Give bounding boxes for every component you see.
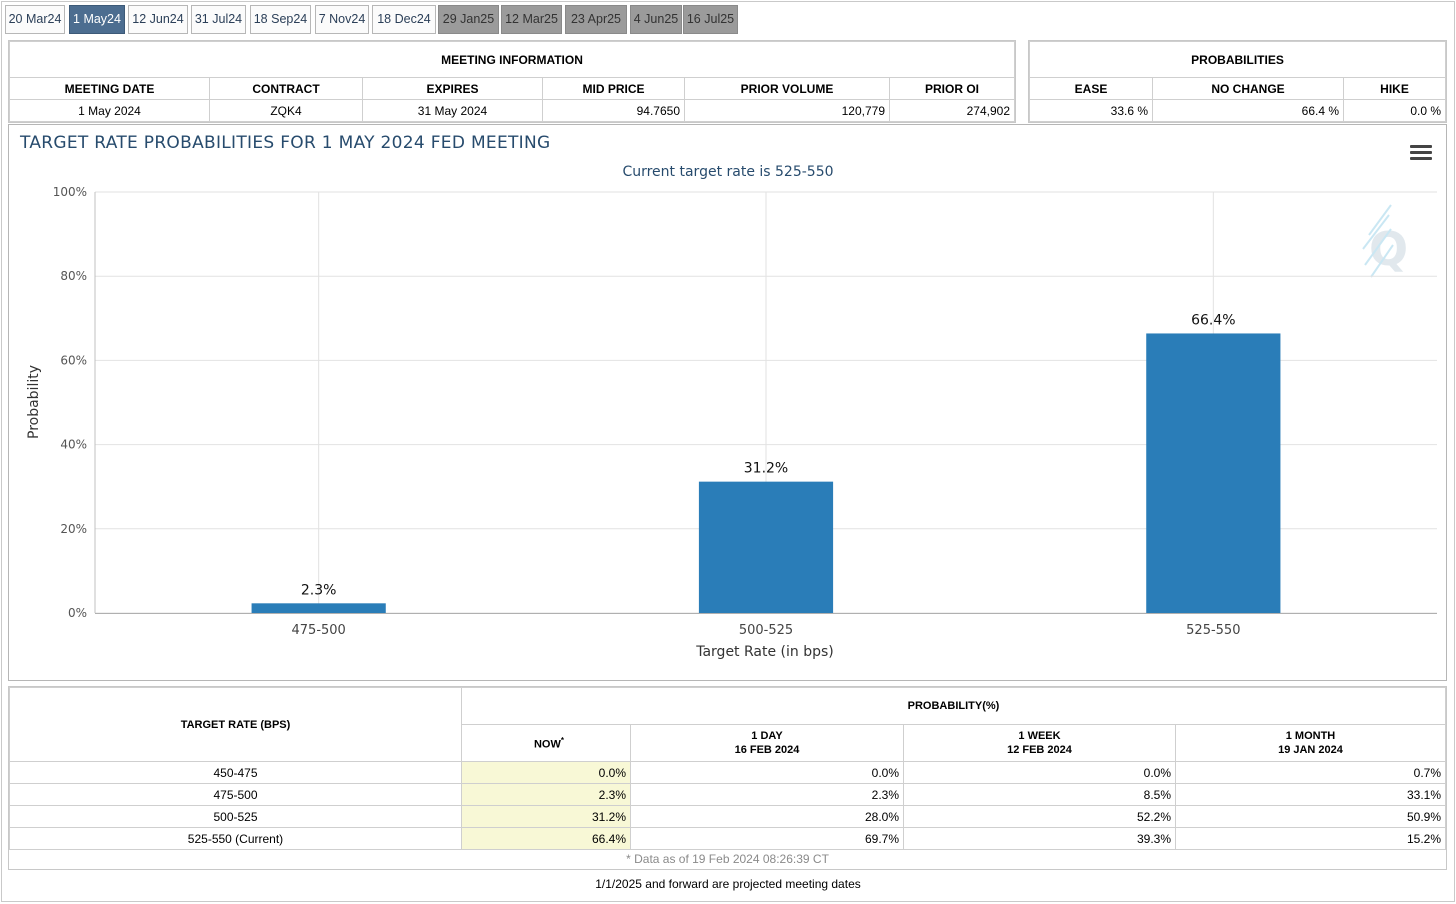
probabilities-title: PROBABILITIES xyxy=(1029,41,1446,78)
meeting-info-panel: MEETING INFORMATION MEETING DATE CONTRAC… xyxy=(8,40,1016,123)
tab-meeting-2[interactable]: 1 May24 xyxy=(69,5,125,34)
one-week-cell: 8.5% xyxy=(903,783,1176,806)
y-tick-label: 20% xyxy=(60,522,87,536)
contract-value: ZQK4 xyxy=(209,99,363,122)
one-day-cell: 69.7% xyxy=(630,827,904,850)
tab-meeting-1[interactable]: 20 Mar24 xyxy=(5,5,65,34)
header-target-rate: TARGET RATE (BPS) xyxy=(9,687,462,762)
data-timestamp-note: * Data as of 19 Feb 2024 08:26:39 CT xyxy=(626,852,829,866)
rate-cell: 450-475 xyxy=(9,761,462,784)
header-prior-oi: PRIOR OI xyxy=(889,77,1015,100)
header-no-change: NO CHANGE xyxy=(1152,77,1344,100)
header-meeting-date: MEETING DATE xyxy=(9,77,210,100)
chart-title: TARGET RATE PROBABILITIES FOR 1 MAY 2024… xyxy=(20,133,551,153)
tab-meeting-4[interactable]: 31 Jul24 xyxy=(191,5,246,34)
header-hike: HIKE xyxy=(1343,77,1446,100)
tab-meeting-10[interactable]: 23 Apr25 xyxy=(565,5,627,34)
bar-series: 2.3% 31.2% 66.4% xyxy=(251,312,1281,613)
header-1-week: 1 WEEK 12 FEB 2024 xyxy=(903,724,1176,762)
one-month-cell: 15.2% xyxy=(1175,827,1446,850)
header-now: NOW* xyxy=(461,724,631,762)
chart-menu-icon[interactable] xyxy=(1410,145,1432,163)
tab-meeting-5[interactable]: 18 Sep24 xyxy=(250,5,311,34)
header-1-month: 1 MONTH 19 JAN 2024 xyxy=(1175,724,1446,762)
y-axis: 0% 20% 40% 60% 80% 100% xyxy=(53,185,96,620)
tab-meeting-12[interactable]: 16 Jul25 xyxy=(683,5,738,34)
tab-meeting-8[interactable]: 29 Jan25 xyxy=(438,5,499,34)
y-tick-label: 60% xyxy=(60,353,87,367)
rate-cell: 500-525 xyxy=(9,805,462,828)
ease-value: 33.6 % xyxy=(1029,99,1153,122)
header-1-day: 1 DAY 16 FEB 2024 xyxy=(630,724,904,762)
header-ease: EASE xyxy=(1029,77,1153,100)
tab-meeting-6[interactable]: 7 Nov24 xyxy=(315,5,369,34)
header-mid-price: MID PRICE xyxy=(542,77,685,100)
rate-cell: 475-500 xyxy=(9,783,462,806)
x-tick-label: 525-550 xyxy=(1186,623,1240,638)
bar-500-525[interactable] xyxy=(698,481,834,613)
probability-table-panel: TARGET RATE (BPS) PROBABILITY(%) NOW* 1 … xyxy=(8,686,1447,870)
one-month-cell: 0.7% xyxy=(1175,761,1446,784)
hike-value: 0.0 % xyxy=(1343,99,1446,122)
header-expires: EXPIRES xyxy=(362,77,543,100)
bar-525-550[interactable] xyxy=(1146,333,1281,613)
meeting-info-title: MEETING INFORMATION xyxy=(9,41,1015,78)
one-day-cell: 0.0% xyxy=(630,761,904,784)
rate-cell: 525-550 (Current) xyxy=(9,827,462,850)
bar-data-label: 31.2% xyxy=(744,461,788,477)
one-month-cell: 50.9% xyxy=(1175,805,1446,828)
tab-meeting-9[interactable]: 12 Mar25 xyxy=(501,5,562,34)
one-month-cell: 33.1% xyxy=(1175,783,1446,806)
now-cell: 0.0% xyxy=(461,761,631,784)
now-cell: 2.3% xyxy=(461,783,631,806)
table-row: 525-550 (Current) 66.4% 69.7% 39.3% 15.2% xyxy=(9,827,1446,850)
bar-data-label: 2.3% xyxy=(301,582,337,598)
mid-price-value: 94.7650 xyxy=(542,99,685,122)
x-axis-label: Target Rate (in bps) xyxy=(695,644,834,660)
x-tick-label: 475-500 xyxy=(292,623,346,638)
projected-dates-note: 1/1/2025 and forward are projected meeti… xyxy=(595,877,861,891)
y-tick-label: 40% xyxy=(60,438,87,452)
x-axis: 475-500 500-525 525-550 xyxy=(95,613,1437,638)
probabilities-panel: PROBABILITIES EASE NO CHANGE HIKE 33.6 %… xyxy=(1028,40,1447,123)
one-week-cell: 52.2% xyxy=(903,805,1176,828)
watermark-logo: Q xyxy=(1362,204,1408,278)
bar-475-500[interactable] xyxy=(251,603,386,613)
y-tick-label: 0% xyxy=(68,606,87,620)
y-tick-label: 100% xyxy=(53,185,87,199)
bar-data-label: 66.4% xyxy=(1191,312,1235,328)
chart-panel: TARGET RATE PROBABILITIES FOR 1 MAY 2024… xyxy=(8,124,1447,681)
no-change-value: 66.4 % xyxy=(1152,99,1344,122)
prior-oi-value: 274,902 xyxy=(889,99,1015,122)
one-week-cell: 39.3% xyxy=(903,827,1176,850)
x-tick-label: 500-525 xyxy=(739,623,793,638)
tab-meeting-3[interactable]: 12 Jun24 xyxy=(128,5,188,34)
y-axis-label: Probability xyxy=(26,365,42,439)
prior-volume-value: 120,779 xyxy=(684,99,890,122)
table-row: 500-525 31.2% 28.0% 52.2% 50.9% xyxy=(9,805,1446,828)
meeting-date-value: 1 May 2024 xyxy=(9,99,210,122)
expires-value: 31 May 2024 xyxy=(362,99,543,122)
y-tick-label: 80% xyxy=(60,269,87,283)
table-row: 475-500 2.3% 2.3% 8.5% 33.1% xyxy=(9,783,1446,806)
now-cell: 66.4% xyxy=(461,827,631,850)
table-row: 450-475 0.0% 0.0% 0.0% 0.7% xyxy=(9,761,1446,784)
tab-meeting-11[interactable]: 4 Jun25 xyxy=(630,5,682,34)
now-cell: 31.2% xyxy=(461,805,631,828)
header-prior-volume: PRIOR VOLUME xyxy=(684,77,890,100)
chart-subtitle: Current target rate is 525-550 xyxy=(622,164,833,180)
svg-text:Q: Q xyxy=(1369,222,1408,276)
tab-meeting-7[interactable]: 18 Dec24 xyxy=(372,5,436,34)
one-day-cell: 2.3% xyxy=(630,783,904,806)
probability-table: TARGET RATE (BPS) PROBABILITY(%) NOW* 1 … xyxy=(9,687,1446,850)
header-contract: CONTRACT xyxy=(209,77,363,100)
one-week-cell: 0.0% xyxy=(903,761,1176,784)
header-probability-group: PROBABILITY(%) xyxy=(461,687,1446,725)
one-day-cell: 28.0% xyxy=(630,805,904,828)
bar-chart: Current target rate is 525-550 Q 0% 20% 40… xyxy=(26,164,1437,660)
